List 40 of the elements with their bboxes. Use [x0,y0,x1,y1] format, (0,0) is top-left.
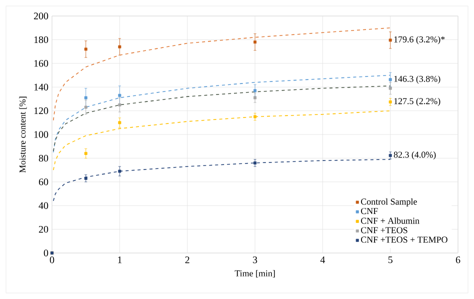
y-tick-label: 100 [34,131,48,138]
x-tick-label: 3 [253,256,258,264]
legend-label: CNF [361,208,378,214]
x-tick-label: 2 [185,256,190,264]
line-series [52,110,391,170]
data-label: 127.5 (2.2%) [394,98,440,106]
x-tick-label: 6 [456,256,460,264]
legend-label: Control Sample [361,198,417,207]
y-tick-label: 60 [38,178,48,186]
point [388,38,392,42]
point [118,170,122,173]
legend-label: CNF +TEOS + TEMPO [361,236,448,243]
y-tick-label: 40 [38,202,48,209]
point [84,152,88,155]
x-tick-label: 1 [118,256,122,264]
y-tick-label: 180 [34,36,48,44]
y-tick-label: 80 [38,154,48,162]
y-axis-title: Moisture content [%] [19,96,27,173]
x-tick-label: 0 [50,256,54,264]
data-label: 146.3 (3.8%) [394,76,440,84]
legend-label: CNF +TEOS [361,227,408,234]
data-label: 82.3 (4.0%) [394,151,436,160]
y-tick-label: 0 [44,250,48,256]
point [118,45,122,48]
x-axis-title: Time [min] [234,270,275,278]
line-series [52,74,391,153]
point [118,121,122,124]
legend-label: CNF + Albumin [361,218,420,224]
y-tick-label: 200 [34,12,48,20]
y-tick-label: 120 [34,107,48,114]
x-tick-label: 4 [320,256,326,264]
y-tick-label: 20 [38,226,48,233]
x-tick-label: 5 [388,256,392,264]
y-tick-label: 160 [34,60,48,67]
line-series [52,27,391,121]
point [84,48,88,51]
data-label: 179.6 (3.2%)* [394,36,445,44]
point [254,40,256,44]
line-series [52,86,391,152]
y-tick-label: 140 [34,84,48,90]
